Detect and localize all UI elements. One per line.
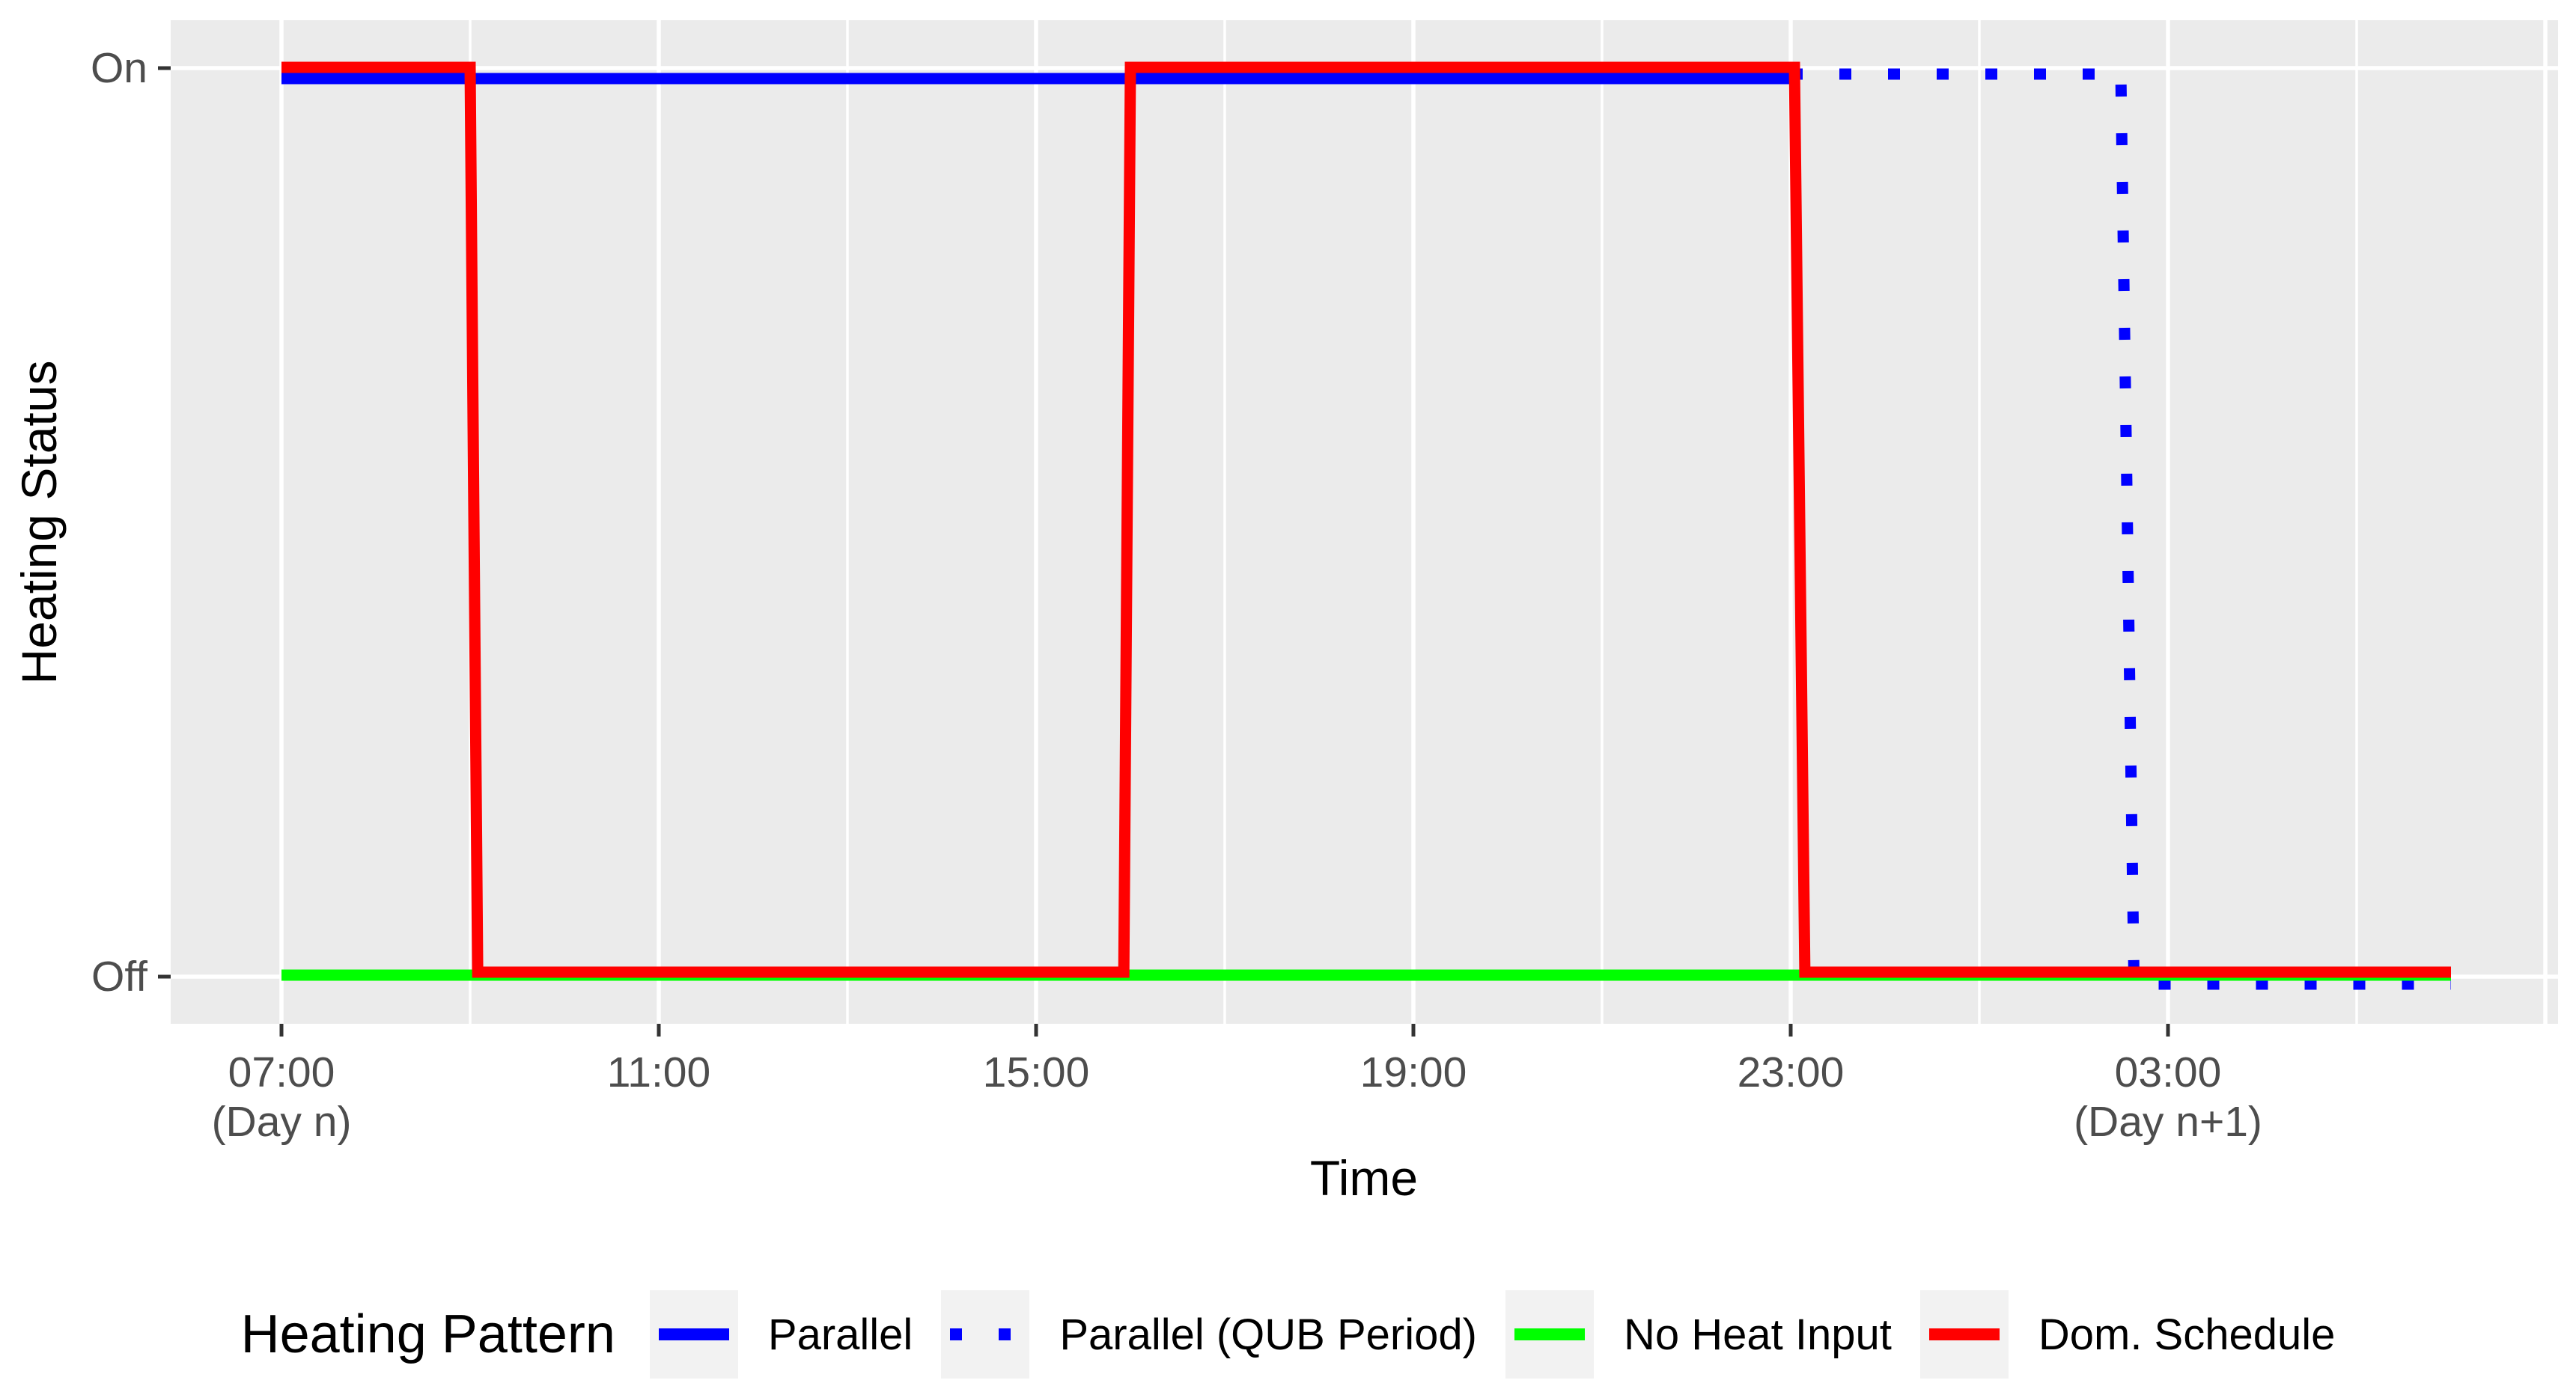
- y-axis-title: Heating Status: [11, 361, 67, 685]
- legend-key-solid-line-icon: [649, 1290, 738, 1379]
- y-tick-label-off: Off: [91, 953, 147, 1001]
- legend-key-solid-line-icon: [1505, 1290, 1594, 1379]
- x-tick-label: 15:00: [983, 1048, 1090, 1096]
- x-axis-title: Time: [1310, 1150, 1418, 1206]
- x-tick-label: 23:00: [1738, 1048, 1845, 1096]
- series-line-parallel-qub-period: [1791, 68, 2451, 990]
- series-lines: [281, 61, 2451, 990]
- legend-key-solid-line-icon: [1919, 1290, 2009, 1379]
- axis-tick-marks: [158, 66, 2170, 1037]
- legend-item-parallel: Parallel: [649, 1290, 913, 1379]
- legend-key-dotted-line-icon: [941, 1290, 1030, 1379]
- series-line-dom-schedule: [281, 61, 2451, 978]
- x-tick-label: 19:00: [1360, 1048, 1467, 1096]
- y-tick-label-on: On: [91, 44, 147, 92]
- legend-title: Heating Pattern: [240, 1304, 615, 1364]
- legend: Heating Pattern Parallel Parallel (QUB Pe…: [0, 1281, 2576, 1388]
- legend-item-parallel-qub-period: Parallel (QUB Period): [941, 1290, 1477, 1379]
- x-tick-label: 11:00: [607, 1048, 710, 1096]
- legend-label: No Heat Input: [1623, 1310, 1892, 1359]
- legend-label: Dom. Schedule: [2038, 1310, 2336, 1359]
- x-tick-label: 03:00 (Day n+1): [2074, 1048, 2262, 1146]
- legend-item-dom-schedule: Dom. Schedule: [1919, 1290, 2336, 1379]
- x-tick-label: 07:00 (Day n): [212, 1048, 352, 1146]
- legend-label: Parallel: [767, 1310, 913, 1359]
- legend-item-no-heat-input: No Heat Input: [1505, 1290, 1892, 1379]
- plot-panel: [171, 20, 2558, 1024]
- x-tick-labels: 07:00 (Day n) 11:00 15:00 19:00 23:00 03:00 (Da…: [212, 1048, 2262, 1146]
- legend-label: Parallel (QUB Period): [1059, 1310, 1477, 1359]
